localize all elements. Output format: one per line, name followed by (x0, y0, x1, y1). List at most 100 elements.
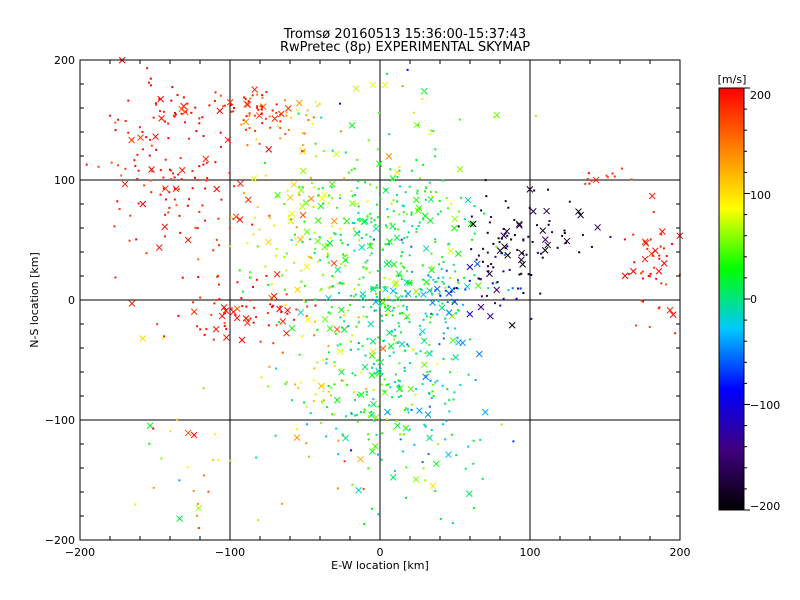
data-point (520, 272, 523, 275)
data-point-cross (641, 255, 649, 263)
data-point (434, 148, 437, 151)
data-point (313, 231, 316, 234)
data-point (410, 213, 413, 216)
data-point (381, 249, 384, 252)
data-point (406, 281, 409, 284)
data-point (275, 324, 278, 327)
data-point (212, 249, 215, 252)
data-point (318, 236, 321, 239)
data-point (422, 218, 425, 221)
data-point (283, 288, 286, 291)
data-point-cross (419, 328, 426, 335)
data-point (358, 217, 361, 220)
data-point (328, 351, 331, 354)
data-point (483, 212, 486, 215)
data-point (496, 281, 499, 284)
data-point (365, 315, 368, 318)
data-point (430, 396, 433, 399)
data-point (473, 205, 476, 208)
data-point-cross (348, 200, 356, 207)
data-point (322, 273, 325, 276)
data-point (385, 313, 388, 316)
data-point (248, 299, 251, 302)
data-point (485, 294, 488, 297)
data-point-cross-stroke (317, 382, 325, 390)
x-axis-label: E-W location [km] (331, 559, 429, 572)
data-point (369, 183, 372, 186)
data-point (434, 280, 437, 283)
data-point (432, 383, 435, 386)
data-point (375, 284, 378, 287)
data-point (444, 402, 447, 405)
data-point (391, 178, 394, 181)
data-point (473, 274, 476, 277)
data-point-cross-stroke (148, 166, 155, 173)
data-point (251, 223, 254, 226)
data-point-cross-stroke (655, 267, 663, 275)
data-point (298, 353, 301, 356)
data-point (304, 300, 307, 303)
data-point (556, 246, 559, 249)
data-point (326, 253, 329, 256)
data-point (321, 401, 324, 404)
data-point-cross-stroke (428, 266, 435, 274)
data-point-cross-stroke (563, 237, 571, 245)
data-point-cross-stroke (375, 160, 383, 168)
data-point-cross (467, 220, 475, 228)
data-point (381, 319, 384, 322)
data-point (318, 103, 321, 106)
data-point-cross (161, 185, 169, 192)
data-point (376, 359, 379, 362)
data-point (233, 185, 236, 188)
data-point-cross-stroke (366, 242, 374, 250)
data-point (160, 457, 163, 460)
data-point (333, 232, 336, 235)
data-point (149, 138, 152, 141)
data-point (447, 207, 450, 210)
data-point (444, 286, 447, 289)
data-point (458, 118, 461, 121)
data-point (432, 395, 435, 398)
data-point (343, 460, 346, 463)
data-point (362, 306, 365, 309)
data-point (362, 315, 365, 318)
data-point-cross (621, 272, 629, 280)
data-point-cross-stroke (529, 208, 537, 215)
data-point-cross-stroke (630, 267, 637, 275)
data-point (432, 278, 435, 281)
data-point-cross (218, 312, 226, 320)
data-point (240, 297, 243, 300)
data-point (269, 217, 272, 220)
data-point (533, 189, 536, 192)
data-point-cross-stroke (348, 200, 356, 207)
data-point (309, 176, 312, 179)
data-point (194, 226, 197, 229)
data-point (407, 231, 410, 234)
data-point (453, 391, 456, 394)
data-point (244, 98, 247, 101)
data-point (530, 317, 533, 320)
data-point (493, 116, 496, 119)
data-point-cross-stroke (642, 239, 650, 247)
data-point (280, 311, 283, 314)
data-point (188, 198, 191, 201)
data-point (479, 438, 482, 441)
data-point (108, 114, 111, 117)
data-point (383, 297, 386, 300)
data-point (357, 180, 360, 183)
data-point (367, 433, 370, 436)
data-point (530, 274, 533, 277)
data-point-cross-stroke (389, 287, 397, 295)
data-point (406, 408, 409, 411)
data-point-cross-stroke (238, 336, 246, 344)
data-point (590, 245, 593, 248)
data-point-cross (481, 408, 489, 416)
data-point (351, 221, 354, 224)
data-point (327, 202, 330, 205)
data-point (194, 106, 197, 109)
data-point (436, 313, 439, 316)
data-point (314, 155, 317, 158)
data-point (488, 221, 491, 224)
x-tick-label: 100 (520, 546, 541, 559)
data-point-cross (389, 287, 397, 295)
